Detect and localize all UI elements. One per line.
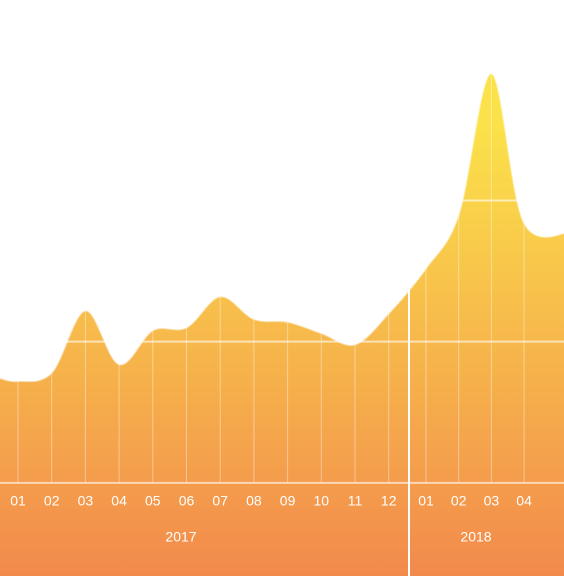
- x-tick-label: 12: [381, 493, 397, 509]
- area: [0, 73, 564, 576]
- year-label: 2018: [460, 529, 491, 545]
- x-tick-label: 08: [246, 493, 262, 509]
- x-tick-label: 04: [111, 493, 127, 509]
- x-tick-label: 01: [10, 493, 26, 509]
- area-line: [0, 72, 564, 383]
- x-tick-label: 10: [314, 493, 330, 509]
- x-tick-label: 01: [418, 493, 434, 509]
- x-tick-label: 11: [348, 493, 363, 509]
- year-label: 2017: [165, 529, 196, 545]
- x-tick-label: 03: [484, 493, 500, 509]
- x-tick-label: 03: [78, 493, 94, 509]
- x-tick-label: 06: [179, 493, 195, 509]
- x-tick-label: 04: [516, 493, 532, 509]
- x-tick-label: 09: [280, 493, 296, 509]
- y-tick-label: 100: [58, 203, 82, 219]
- x-tick-label: 07: [212, 493, 228, 509]
- x-tick-label: 02: [44, 493, 60, 509]
- x-tick-label: 05: [145, 493, 161, 509]
- x-tick-label: 02: [451, 493, 467, 509]
